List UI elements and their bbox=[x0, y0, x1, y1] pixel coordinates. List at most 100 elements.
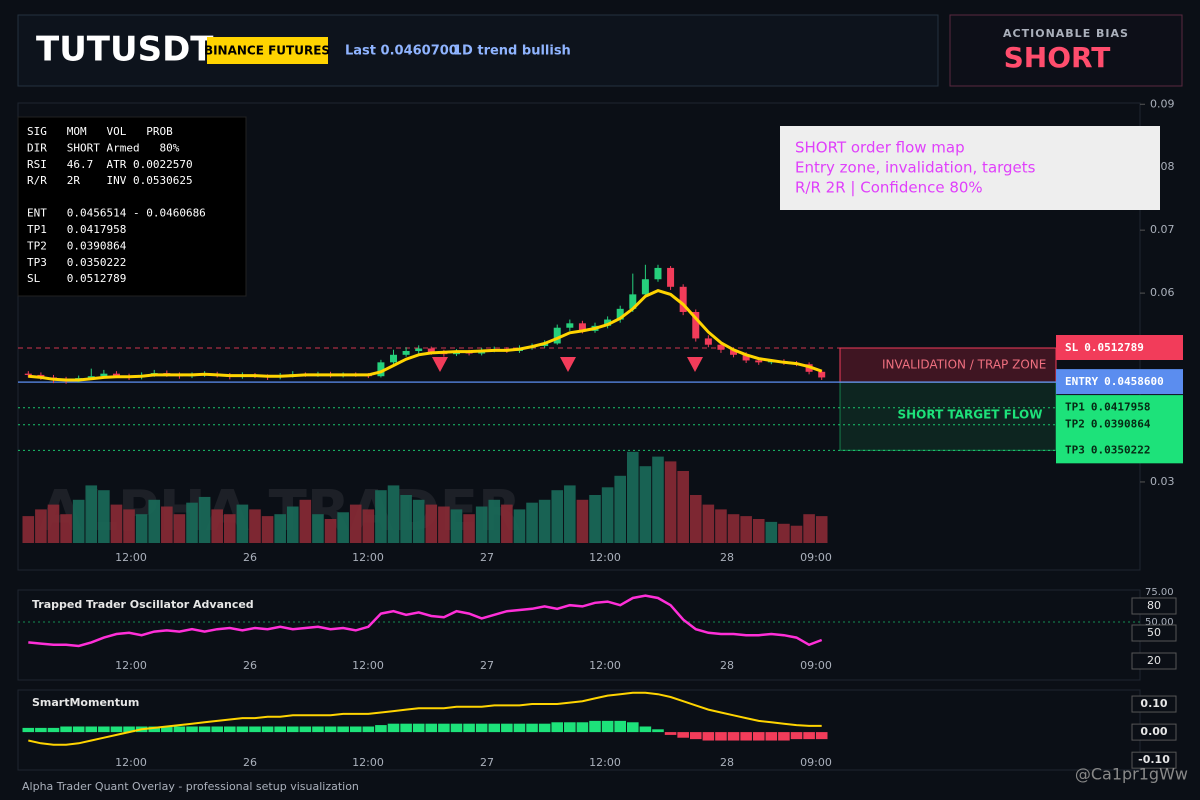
momentum-bar bbox=[349, 726, 362, 733]
volume-bar bbox=[488, 499, 501, 543]
volume-bar bbox=[47, 504, 60, 543]
volume-bar bbox=[98, 490, 110, 543]
momentum-bar bbox=[362, 726, 375, 733]
momentum-bar bbox=[450, 723, 463, 733]
level-value: 0.0417958 bbox=[1091, 401, 1151, 414]
momentum-bar bbox=[173, 726, 186, 733]
momentum-bar bbox=[664, 732, 677, 735]
momentum-bar bbox=[501, 723, 513, 733]
momentum-bar bbox=[752, 732, 765, 741]
candle-body bbox=[717, 344, 725, 350]
x-tick-label: 09:00 bbox=[800, 551, 832, 564]
x-tick-label: 12:00 bbox=[115, 551, 147, 564]
short-signal bbox=[560, 357, 576, 372]
x-tick-label: 26 bbox=[243, 659, 257, 672]
x-tick-label: 27 bbox=[480, 551, 494, 564]
momentum-bar bbox=[337, 726, 349, 733]
volume-bar bbox=[412, 499, 425, 543]
volume-bar bbox=[274, 514, 286, 543]
momentum-bar bbox=[740, 732, 752, 741]
short-signal bbox=[432, 357, 448, 372]
momentum-bar bbox=[412, 723, 425, 733]
momentum-bar bbox=[639, 726, 652, 733]
momentum-bar bbox=[765, 732, 778, 741]
volume-bar bbox=[702, 504, 715, 543]
momentum-bar bbox=[35, 727, 47, 733]
volume-bar bbox=[450, 509, 463, 543]
level-tag: TP1 0.0417958 bbox=[1065, 401, 1150, 414]
y-tick-label: 0.00 bbox=[1140, 725, 1167, 738]
volume-bar bbox=[400, 495, 412, 543]
volume-bar bbox=[589, 495, 601, 543]
candle-body bbox=[755, 360, 763, 363]
momentum-bar bbox=[589, 720, 601, 733]
momentum-bar bbox=[261, 726, 274, 733]
candle-body bbox=[704, 338, 712, 345]
invalidation-zone bbox=[839, 347, 1057, 383]
x-tick-label: 28 bbox=[720, 659, 734, 672]
candle-body bbox=[604, 319, 612, 326]
stats-line: RSI 46.7 ATR 0.0022570 bbox=[27, 158, 193, 171]
x-tick-label: 27 bbox=[480, 756, 494, 769]
momentum-bar bbox=[312, 726, 324, 733]
stats-panel bbox=[17, 116, 247, 297]
x-tick-label: 26 bbox=[243, 551, 257, 564]
volume-bar bbox=[211, 509, 223, 543]
momentum-bar bbox=[274, 726, 286, 733]
candle-body bbox=[679, 286, 687, 312]
level-label: SL bbox=[1065, 341, 1079, 354]
momentum-bar bbox=[299, 726, 312, 733]
y-tick-label: 0.03 bbox=[1150, 475, 1175, 488]
candle-body bbox=[641, 279, 649, 295]
tick-box bbox=[1131, 723, 1177, 741]
stats-line: R/R 2R INV 0.0530625 bbox=[27, 174, 193, 187]
volume-bar bbox=[752, 519, 765, 543]
momentum-bar bbox=[387, 723, 400, 733]
volume-bar bbox=[538, 499, 551, 543]
volume-bar bbox=[186, 502, 198, 543]
volume-bar bbox=[224, 514, 236, 543]
entry-tag-box bbox=[1056, 369, 1183, 395]
volume-bar bbox=[261, 516, 274, 543]
momentum-bar bbox=[148, 726, 161, 733]
volume-bar bbox=[614, 475, 626, 543]
volume-bar bbox=[22, 516, 35, 543]
momentum-bar bbox=[627, 722, 639, 733]
volume-bar bbox=[236, 504, 249, 543]
candle-body bbox=[730, 349, 738, 355]
target-zone bbox=[839, 381, 1057, 451]
y-tick-label: -0.10 bbox=[1138, 753, 1170, 766]
footer: Alpha Trader Quant Overlay - professiona… bbox=[22, 780, 359, 793]
momentum-bar bbox=[224, 726, 236, 733]
momentum-bar bbox=[513, 723, 526, 733]
volume-bar bbox=[463, 514, 475, 543]
level-tag: TP2 0.0390864 bbox=[1065, 418, 1151, 431]
volume-bar bbox=[312, 514, 324, 543]
volume-bar bbox=[778, 523, 790, 543]
volume-bar bbox=[475, 506, 488, 543]
momentum-bar bbox=[790, 732, 803, 740]
stats-line: DIR SHORT Armed 80% bbox=[27, 141, 180, 154]
stats-line: TP1 0.0417958 bbox=[27, 223, 126, 236]
volume-bar bbox=[85, 485, 98, 543]
volume-bar bbox=[790, 525, 803, 543]
exchange-badge bbox=[207, 37, 328, 64]
tick-box bbox=[1131, 695, 1177, 713]
oscillator-line bbox=[28, 594, 823, 648]
stats-line: TP3 0.0350222 bbox=[27, 256, 126, 269]
momentum-bar bbox=[161, 726, 173, 733]
zone-label: SHORT TARGET FLOW bbox=[898, 408, 1043, 422]
momentum-bar bbox=[186, 726, 198, 733]
level-box bbox=[1131, 597, 1177, 615]
level-label: ENTRY bbox=[1065, 375, 1098, 388]
momentum-bar bbox=[375, 725, 387, 733]
level-value: 0.0512789 bbox=[1084, 341, 1144, 354]
exchange: BINANCE FUTURES bbox=[204, 44, 330, 58]
momentum-bar bbox=[400, 723, 412, 733]
momentum-bar bbox=[198, 726, 211, 733]
volume-bar bbox=[110, 504, 123, 543]
level-box bbox=[1131, 652, 1177, 670]
info-box bbox=[780, 126, 1160, 210]
volume-bar bbox=[601, 487, 614, 543]
volume-bar bbox=[425, 504, 438, 543]
